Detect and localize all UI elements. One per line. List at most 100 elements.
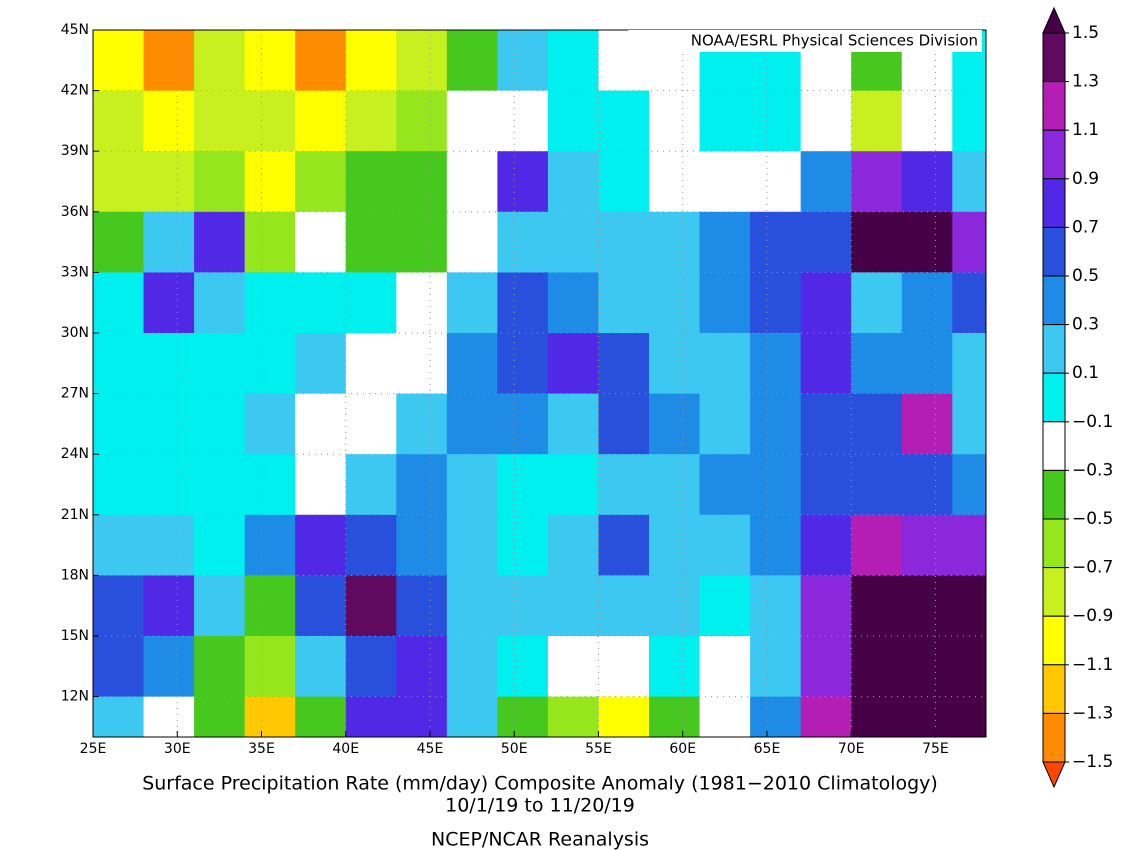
anomaly-cell (93, 333, 145, 395)
colorbar-box (1042, 81, 1066, 131)
anomaly-cell (497, 454, 549, 516)
colorbar-box (1042, 567, 1066, 617)
credit: NOAA/ESRL Physical Sciences Division (691, 32, 978, 50)
colorbar-box (1042, 275, 1066, 326)
x-tick-label: 75E (922, 741, 949, 757)
anomaly-cell (952, 272, 986, 334)
y-tick-label: 39N (61, 143, 89, 159)
anomaly-cell (851, 151, 903, 213)
anomaly-cell (93, 393, 145, 455)
anomaly-cell (446, 151, 498, 213)
anomaly-cell (699, 696, 751, 737)
anomaly-cell (497, 272, 549, 334)
anomaly-cell (800, 636, 852, 698)
anomaly-cell (851, 636, 903, 698)
colorbar-label: −0.9 (1072, 606, 1113, 626)
anomaly-cell (446, 90, 498, 152)
anomaly-cell (244, 151, 296, 213)
anomaly-cell (396, 211, 448, 273)
anomaly-cell (446, 696, 498, 737)
anomaly-cell (649, 636, 701, 698)
y-tick-label: 18N (61, 567, 89, 583)
anomaly-cell (851, 272, 903, 334)
anomaly-cell (699, 454, 751, 516)
anomaly-cell (851, 211, 903, 273)
anomaly-cell (295, 636, 347, 698)
anomaly-cell (851, 575, 903, 637)
anomaly-cell (143, 636, 195, 698)
anomaly-cell (800, 696, 852, 737)
anomaly-cell (649, 272, 701, 334)
anomaly-cell (901, 272, 953, 334)
anomaly-cell (901, 575, 953, 637)
anomaly-cell (699, 272, 751, 334)
colorbar-label: −1.5 (1072, 752, 1113, 772)
anomaly-cell (345, 696, 397, 737)
anomaly-cell (194, 272, 246, 334)
anomaly-cell (194, 696, 246, 737)
anomaly-cell (800, 393, 852, 455)
anomaly-cell (396, 575, 448, 637)
anomaly-cell (345, 90, 397, 152)
anomaly-cell (93, 211, 145, 273)
anomaly-cell (547, 151, 599, 213)
anomaly-cell (547, 514, 599, 576)
anomaly-cell (750, 272, 802, 334)
anomaly-cell (143, 575, 195, 637)
anomaly-cell (396, 636, 448, 698)
anomaly-cell (547, 272, 599, 334)
anomaly-cell (800, 333, 852, 395)
anomaly-cell (800, 272, 852, 334)
anomaly-cell (952, 393, 986, 455)
anomaly-cell (295, 90, 347, 152)
anomaly-cell (851, 90, 903, 152)
anomaly-cell (194, 90, 246, 152)
colorbar-label: −1.3 (1072, 703, 1113, 723)
anomaly-cell (446, 333, 498, 395)
anomaly-cell (244, 272, 296, 334)
anomaly-cell (295, 272, 347, 334)
anomaly-cell (649, 211, 701, 273)
anomaly-cell (244, 454, 296, 516)
anomaly-cell (800, 90, 852, 152)
anomaly-cell (244, 393, 296, 455)
anomaly-cell (244, 30, 296, 92)
anomaly-cell (446, 454, 498, 516)
colorbar-arrow (1042, 6, 1066, 34)
x-tick-label: 45E (417, 741, 444, 757)
colorbar-box (1042, 226, 1066, 277)
anomaly-cell (244, 333, 296, 395)
anomaly-cell (750, 211, 802, 273)
colorbar-label: −0.5 (1072, 509, 1113, 529)
anomaly-cell (901, 636, 953, 698)
anomaly-cell (194, 30, 246, 92)
colorbar-label: −0.3 (1072, 460, 1113, 480)
colorbar-label: −0.1 (1072, 412, 1113, 432)
anomaly-cell (194, 514, 246, 576)
anomaly-cell (952, 514, 986, 576)
anomaly-cell (194, 393, 246, 455)
anomaly-cell (244, 90, 296, 152)
colorbar-box (1042, 615, 1066, 666)
x-tick-label: 55E (585, 741, 612, 757)
anomaly-cell (446, 211, 498, 273)
anomaly-cell (699, 333, 751, 395)
colorbar-box (1042, 178, 1066, 228)
anomaly-cell (295, 696, 347, 737)
anomaly-cell (497, 211, 549, 273)
anomaly-cell (800, 151, 852, 213)
anomaly-cell (800, 575, 852, 637)
anomaly-cell (699, 90, 751, 152)
map-overlay: 25E 30E 35E 40E 45E 50E 55E 60E 65E 70E 75E 12N 15N 1… (61, 22, 987, 757)
anomaly-cell (143, 696, 195, 737)
anomaly-cell (497, 151, 549, 213)
x-tick-label: 60E (669, 741, 696, 757)
anomaly-cell (547, 90, 599, 152)
colorbar-box (1042, 32, 1066, 83)
anomaly-cell (143, 514, 195, 576)
anomaly-cell (295, 333, 347, 395)
y-tick-label: 24N (61, 446, 89, 462)
anomaly-cell (699, 575, 751, 637)
anomaly-cell (497, 393, 549, 455)
anomaly-cell (952, 575, 986, 637)
